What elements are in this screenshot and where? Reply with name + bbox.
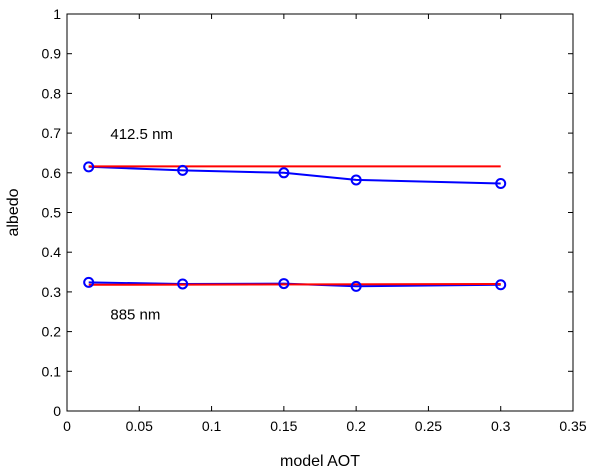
data-point — [495, 279, 507, 291]
plot-marks: 412.5 nm 885 nm — [83, 126, 507, 324]
y-tick-label: 0.2 — [42, 324, 62, 340]
y-tick-label: 0.8 — [42, 85, 62, 101]
y-tick-label: 0.4 — [42, 244, 62, 260]
y-tick-label: 0.5 — [42, 205, 62, 221]
x-tick-label: 0.3 — [491, 418, 511, 434]
x-tick-label: 0.05 — [126, 418, 153, 434]
series-annotation: 885 nm — [110, 307, 160, 324]
x-tick-label: 0.35 — [559, 418, 586, 434]
x-tick-label: 0.1 — [202, 418, 222, 434]
data-point — [177, 164, 189, 176]
plot-frame — [66, 13, 574, 412]
y-tick-label: 0.7 — [42, 125, 62, 141]
data-point — [495, 178, 507, 190]
x-tick-label: 0 — [63, 418, 71, 434]
y-axis-label: albedo — [5, 188, 22, 236]
data-point — [278, 278, 290, 290]
y-tick-label: 0.9 — [42, 46, 62, 62]
data-point — [83, 161, 95, 173]
y-tick-label: 0 — [53, 403, 61, 419]
data-point — [350, 280, 362, 292]
series-annotation: 412.5 nm — [110, 126, 173, 143]
y-tick-label: 0.1 — [42, 363, 62, 379]
data-point — [83, 276, 95, 288]
series-line-3 — [88, 283, 501, 286]
series-line-0 — [88, 165, 501, 185]
y-tick-label: 0.6 — [42, 165, 62, 181]
axis-ticks: 0 0.05 0.1 0.15 0.2 0.25 0.3 0.35 0 0.1 0.2 0.3 0.4 0… — [42, 6, 587, 434]
data-point — [350, 174, 362, 186]
x-axis-label: model AOT — [280, 453, 360, 470]
data-point — [278, 167, 290, 179]
y-tick-label: 1 — [53, 6, 61, 22]
data-point — [177, 278, 189, 290]
y-tick-label: 0.3 — [42, 284, 62, 300]
x-tick-label: 0.25 — [415, 418, 442, 434]
x-tick-label: 0.2 — [346, 418, 366, 434]
chart-labels: model AOT albedo — [5, 188, 360, 470]
x-tick-label: 0.15 — [270, 418, 297, 434]
